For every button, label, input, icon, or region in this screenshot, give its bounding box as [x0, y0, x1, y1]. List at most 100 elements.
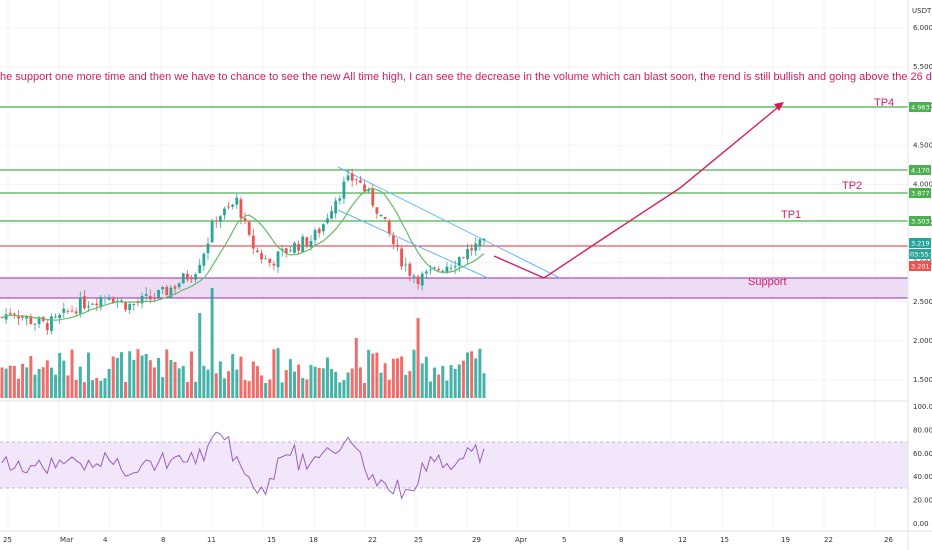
volume-bar — [416, 318, 420, 398]
volume-bar — [404, 374, 408, 398]
volume-bar — [128, 351, 132, 398]
candle-body — [354, 179, 358, 181]
candle-body — [12, 313, 16, 315]
channel-upper — [337, 166, 561, 279]
x-tick: 19 — [781, 536, 790, 544]
volume-bar — [363, 382, 367, 398]
volume-bar — [16, 378, 20, 398]
volume-bar — [49, 367, 53, 398]
candle-body — [416, 276, 420, 285]
volume-bar — [342, 380, 346, 398]
candle-body — [223, 208, 226, 216]
candle-body — [424, 271, 428, 274]
price-tick: 4.000 — [913, 180, 932, 188]
candle-body — [202, 253, 206, 266]
candle-body — [441, 270, 445, 272]
candle-body — [4, 314, 8, 320]
volume-bar — [453, 368, 457, 398]
volume-bar — [297, 364, 301, 398]
countdown-tag — [909, 249, 931, 259]
volume-bar — [119, 352, 123, 398]
x-axis: 25 Mar 4 8 11 15 18 22 25 29 Apr 5 8 12 15 19 22 26 — [0, 530, 932, 544]
volume-bar — [243, 379, 247, 398]
support-label: Support — [748, 276, 787, 288]
support-band — [0, 278, 908, 298]
candle-body — [62, 308, 66, 313]
tp1-label: TP1 — [781, 209, 801, 221]
volume-bar — [383, 363, 387, 398]
tp2-tag-text: 3.877 — [911, 190, 930, 198]
candle-body — [161, 287, 165, 290]
volume-bar — [358, 367, 362, 398]
volume-bar — [441, 365, 445, 398]
candle-body — [136, 302, 140, 303]
volume-bar — [280, 382, 284, 398]
volume-bar — [387, 379, 391, 398]
rsi-tick: 40.00 — [913, 473, 932, 481]
candle-body — [153, 298, 156, 299]
volume-bar — [132, 359, 136, 398]
candle-body — [359, 180, 362, 183]
volume-bar — [264, 382, 268, 398]
volume-bar — [449, 365, 453, 398]
projection-arrow-icon — [774, 102, 784, 111]
x-tick: 11 — [207, 536, 216, 544]
candle-body — [148, 296, 152, 300]
volume-bar — [247, 381, 251, 398]
currency-label: USDT — [912, 7, 932, 15]
price-tick: 4.500 — [913, 141, 932, 149]
candle-body — [391, 235, 395, 245]
price-tick: 1.500 — [913, 376, 932, 384]
candle-body — [54, 316, 57, 318]
candle-body — [194, 274, 198, 280]
volume-bar — [144, 353, 148, 398]
rsi-line — [1, 431, 485, 500]
candle-body — [107, 298, 111, 300]
candle-body — [256, 250, 259, 252]
candle-body — [453, 266, 457, 268]
candle-body — [120, 300, 123, 302]
volume-bar — [70, 349, 74, 398]
candle-body — [404, 264, 408, 266]
x-tick: 8 — [619, 536, 623, 544]
candle-body — [198, 264, 202, 274]
volume-bar — [152, 367, 156, 398]
candle-body — [400, 248, 404, 267]
volume-bars — [0, 288, 486, 398]
volume-bar — [276, 348, 280, 398]
x-tick: 4 — [103, 536, 108, 544]
candle-body — [231, 204, 235, 207]
price-tick: 6.000 — [913, 24, 932, 32]
candle-body — [144, 294, 148, 296]
volume-bar — [29, 355, 33, 398]
volume-bar — [231, 354, 235, 398]
volume-bar — [255, 366, 259, 398]
volume-bar — [66, 375, 70, 398]
volume-bar — [272, 349, 276, 398]
volume-bar — [239, 356, 243, 398]
x-tick: 5 — [562, 536, 566, 544]
current-tag-text: 3.219 — [911, 240, 930, 248]
candle-body — [330, 211, 333, 219]
rsi-panel — [0, 400, 908, 500]
volume-bar — [103, 378, 107, 398]
candle-body — [334, 200, 338, 214]
volume-bar — [395, 358, 399, 398]
x-tick: 25 — [3, 536, 12, 544]
volume-bar — [82, 382, 86, 398]
x-tick: 22 — [368, 536, 377, 544]
volume-bar — [284, 370, 288, 398]
support-zone: Support — [0, 276, 908, 299]
volume-bar — [317, 367, 321, 398]
candle-body — [445, 266, 449, 273]
idea-annotation: he support one more time and then we hav… — [0, 71, 932, 83]
candle-body — [387, 220, 391, 234]
candle-body — [82, 296, 86, 309]
candle-body — [25, 316, 29, 319]
candle-body — [474, 243, 478, 251]
volume-bar — [136, 349, 140, 398]
volume-bar — [305, 379, 309, 398]
volume-bar — [12, 365, 16, 398]
rsi-tick: 20.00 — [913, 497, 932, 505]
